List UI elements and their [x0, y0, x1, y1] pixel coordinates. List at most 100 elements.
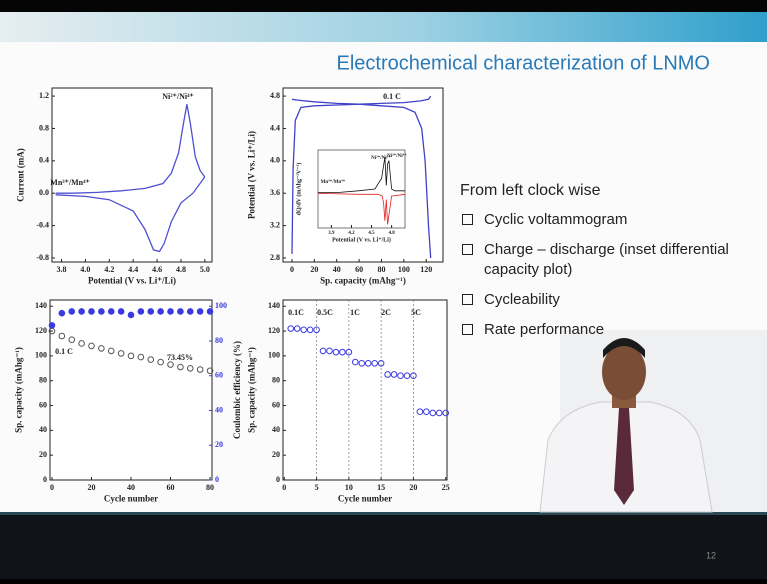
annotation: Mn³⁺/Mn⁴⁺	[321, 179, 346, 185]
data-point	[59, 310, 65, 316]
annotation: 1C	[350, 308, 360, 317]
y-tick-label: -0.4	[36, 220, 49, 229]
y2-axis-label: Coulombic efficiency (%)	[232, 341, 242, 439]
annotation: 73.45%	[167, 353, 193, 362]
x-tick-label: 0	[50, 483, 54, 492]
y-tick-label: 2.8	[270, 253, 280, 262]
bullet-item: Rate performance	[460, 320, 760, 340]
y-tick-label: 80	[272, 376, 280, 385]
y2-tick-label: 20	[215, 440, 223, 449]
y-axis-label: Current (mA)	[16, 148, 26, 202]
y-tick-label: 0.0	[39, 188, 49, 197]
presenter	[540, 330, 767, 512]
y-axis-label: Sp. capacity (mAhg⁻¹)	[247, 347, 257, 433]
y-tick-label: -0.8	[36, 253, 49, 262]
x-tick-label: 4.6	[152, 265, 162, 274]
bullet-heading: From left clock wise	[460, 182, 760, 200]
x-tick-label: 4.8	[388, 231, 395, 236]
y-tick-label: 1.2	[39, 91, 49, 100]
annotation: 0.1 C	[383, 92, 401, 101]
y2-tick-label: 40	[215, 405, 223, 414]
data-point	[148, 309, 154, 315]
data-point	[197, 309, 203, 315]
x-tick-label: 60	[355, 265, 363, 274]
bullet-item: Charge – discharge (inset differential c…	[460, 240, 760, 280]
x-tick-label: 4.2	[104, 265, 114, 274]
annotation: Ni²⁺/Ni⁴⁺	[162, 92, 193, 101]
y-tick-label: 60	[272, 400, 280, 409]
x-tick-label: 120	[420, 265, 432, 274]
x-tick-label: 3.8	[57, 265, 67, 274]
x-axis-label: Sp. capacity (mAhg⁻¹)	[320, 275, 406, 285]
y-tick-label: 4.0	[270, 156, 280, 165]
x-tick-label: 0	[282, 483, 286, 492]
y-axis-label: Sp. capacity (mAhg⁻¹)	[14, 347, 24, 433]
y2-tick-label: 80	[215, 336, 223, 345]
x-axis-label: Potential (V vs. Li⁺/Li)	[88, 275, 176, 285]
annotation: 5C	[411, 308, 421, 317]
y-tick-label: 40	[39, 425, 47, 434]
data-point	[178, 309, 184, 315]
y-tick-label: 4.8	[270, 91, 280, 100]
page-number: 12	[706, 550, 716, 560]
y-tick-label: 40	[272, 425, 280, 434]
x-tick-label: 3.9	[328, 231, 335, 236]
data-point	[99, 309, 105, 315]
y-tick-label: 0.8	[39, 123, 49, 132]
x-tick-label: 20	[87, 483, 95, 492]
data-point	[118, 309, 124, 315]
data-point	[128, 312, 134, 318]
x-axis-label: Potential (V vs. Li⁺/Li)	[332, 236, 391, 243]
slide-frame: Electrochemical characterization of LNMO…	[0, 0, 767, 579]
data-point	[108, 309, 114, 315]
footer-band	[0, 512, 767, 579]
y-tick-label: 60	[39, 400, 47, 409]
plot-frame	[283, 300, 447, 480]
x-tick-label: 20	[310, 265, 318, 274]
y-tick-label: 0	[43, 475, 47, 484]
y-tick-label: 100	[268, 351, 280, 360]
annotation: 0.1C	[288, 308, 304, 317]
x-tick-label: 5.0	[200, 265, 210, 274]
x-tick-label: 5	[315, 483, 319, 492]
x-axis-label: Cycle number	[104, 493, 158, 503]
annotation: 0.5C	[317, 308, 333, 317]
x-tick-label: 4.2	[348, 231, 355, 236]
y-tick-label: 0	[276, 475, 280, 484]
x-tick-label: 40	[127, 483, 135, 492]
y-tick-label: 20	[272, 450, 280, 459]
data-point	[89, 309, 95, 315]
y-tick-label: 100	[35, 351, 47, 360]
y-tick-label: 120	[35, 326, 47, 335]
slide-title: Electrochemical characterization of LNMO	[337, 52, 710, 74]
x-tick-label: 20	[409, 483, 417, 492]
x-tick-label: 4.5	[368, 231, 375, 236]
y2-tick-label: 60	[215, 371, 223, 380]
x-tick-label: 80	[206, 483, 214, 492]
annotation: 2C	[381, 308, 391, 317]
header-band	[0, 12, 767, 42]
data-point	[49, 323, 55, 329]
y-tick-label: 140	[35, 301, 47, 310]
annotation: 0.1 C	[55, 347, 73, 356]
x-tick-label: 4.4	[128, 265, 138, 274]
x-tick-label: 4.8	[176, 265, 186, 274]
y-tick-label: 3.2	[270, 220, 280, 229]
y-tick-label: 140	[268, 301, 280, 310]
y-tick-label: 80	[39, 376, 47, 385]
x-tick-label: 10	[345, 483, 353, 492]
y-axis-label: dQ/dV (mAhg⁻¹V⁻¹)	[295, 163, 302, 216]
y-tick-label: 0.4	[39, 156, 49, 165]
x-tick-label: 25	[442, 483, 450, 492]
top-border	[0, 0, 767, 12]
y-tick-label: 20	[39, 450, 47, 459]
annotation: Ni³⁺/Ni⁴⁺	[387, 153, 407, 159]
y-tick-label: 120	[268, 326, 280, 335]
data-point	[69, 309, 75, 315]
plot-frame	[52, 88, 212, 262]
x-tick-label: 4.0	[80, 265, 90, 274]
bullet-list: From left clock wise Cyclic voltammogram…	[460, 182, 760, 350]
annotation: Mn³⁺/Mn⁴⁺	[50, 178, 89, 187]
bullet-item: Cyclic voltammogram	[460, 210, 760, 230]
x-axis-label: Cycle number	[338, 493, 392, 503]
